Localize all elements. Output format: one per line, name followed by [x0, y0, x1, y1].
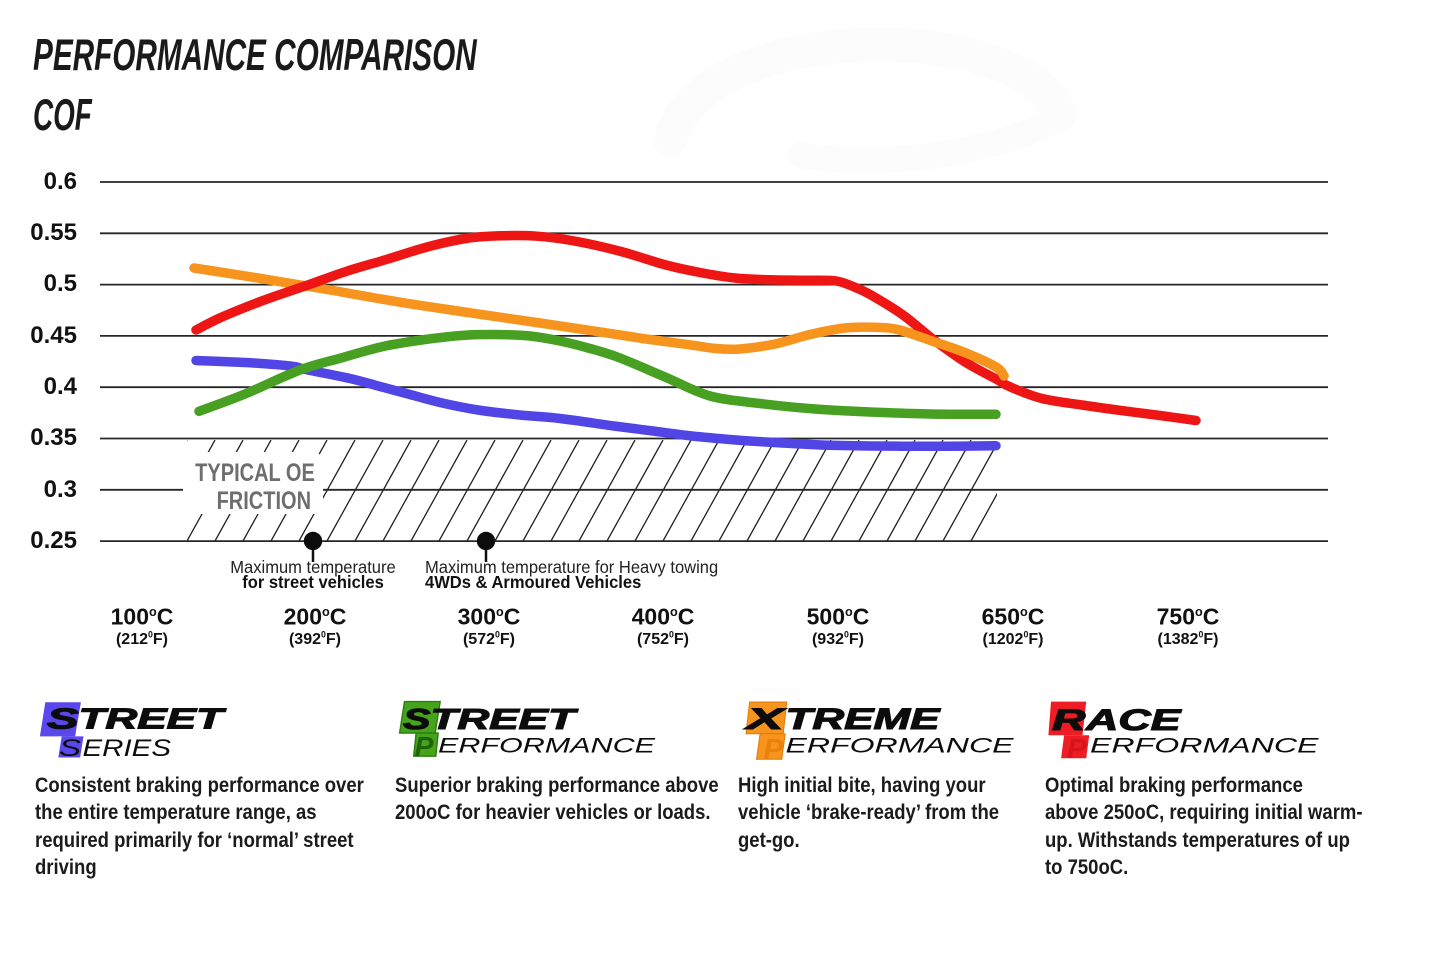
svg-text:S: S	[47, 704, 80, 736]
svg-text:ERIES: ERIES	[83, 735, 172, 762]
svg-text:P: P	[764, 734, 785, 765]
svg-text:X: X	[743, 703, 787, 736]
svg-text:ERFORMANCE: ERFORMANCE	[438, 733, 656, 757]
svg-text:P: P	[415, 731, 434, 762]
svg-text:TREME: TREME	[786, 703, 941, 736]
svg-text:TREET: TREET	[79, 704, 227, 736]
svg-text:R: R	[1052, 704, 1086, 737]
svg-text:ERFORMANCE: ERFORMANCE	[1090, 734, 1319, 758]
svg-text:S: S	[403, 704, 431, 736]
svg-text:S: S	[59, 735, 81, 762]
svg-text:P: P	[1067, 733, 1087, 764]
svg-text:ERFORMANCE: ERFORMANCE	[786, 733, 1015, 757]
svg-text:TREET: TREET	[431, 704, 579, 736]
svg-text:ACE: ACE	[1085, 704, 1182, 737]
